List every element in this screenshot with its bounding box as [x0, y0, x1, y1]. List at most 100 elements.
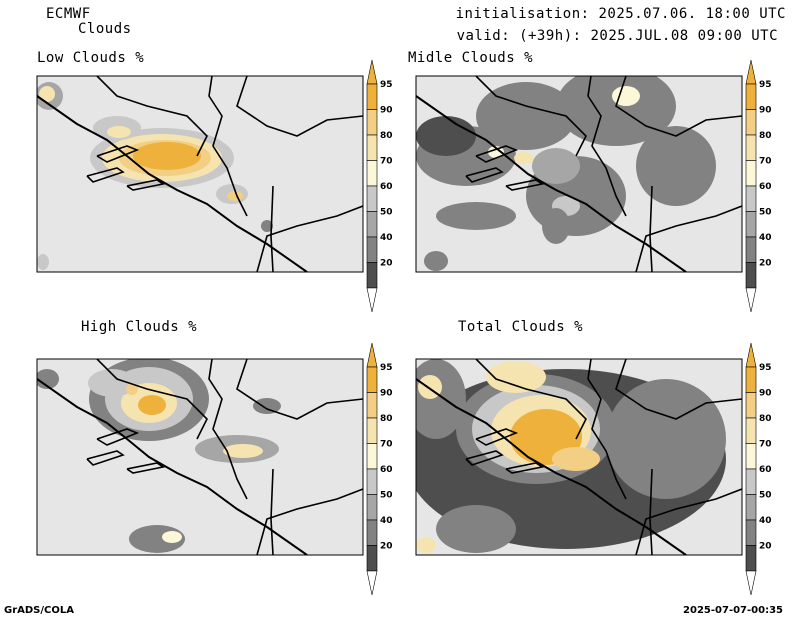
island-outline — [86, 167, 125, 183]
colorbar-label: 95 — [380, 363, 393, 373]
colorbar-segment — [366, 366, 378, 393]
colorbar-label: 70 — [380, 440, 393, 450]
colorbar-label: 60 — [380, 182, 393, 192]
colorbar-segment — [745, 417, 757, 444]
colorbar-bottom-arrow — [745, 287, 757, 313]
colorbar-label: 70 — [759, 157, 772, 167]
cloud-area — [133, 142, 201, 170]
country-border — [615, 76, 742, 137]
map-panel-low — [36, 75, 364, 273]
cloud-area — [37, 254, 49, 270]
colorbar-label: 20 — [759, 542, 772, 552]
colorbar-segment — [366, 211, 378, 238]
colorbar-segment — [366, 109, 378, 136]
island-outline — [96, 145, 140, 163]
colorbar-segment — [745, 366, 757, 393]
panel-title-total: Total Clouds % — [458, 319, 584, 335]
colorbar-top-arrow — [366, 342, 378, 368]
colorbar-label: 80 — [380, 131, 393, 141]
cloud-area — [88, 369, 136, 397]
colorbar-label: 60 — [380, 465, 393, 475]
country-border — [635, 205, 742, 272]
colorbar-segment — [745, 494, 757, 521]
colorbar-segment — [366, 236, 378, 263]
cloud-area — [436, 505, 516, 553]
coastline — [37, 378, 308, 555]
colorbar-label: 20 — [380, 542, 393, 552]
colorbar-segment — [745, 160, 757, 187]
panel-title-low: Low Clouds % — [37, 50, 145, 66]
colorbar-label: 70 — [759, 440, 772, 450]
country-border — [208, 76, 248, 217]
cloud-area — [253, 398, 281, 414]
country-border — [270, 185, 274, 272]
cloud-area — [416, 537, 436, 553]
country-border — [475, 359, 587, 440]
cloud-area — [606, 379, 726, 499]
colorbar-segment — [745, 519, 757, 546]
colorbar-label: 90 — [380, 389, 393, 399]
colorbar-label: 50 — [380, 208, 393, 218]
colorbar-label: 40 — [380, 233, 393, 243]
cloud-area — [488, 146, 504, 158]
field-name: Clouds — [78, 21, 132, 37]
colorbar-bottom-arrow — [745, 570, 757, 596]
panel-title-high: High Clouds % — [81, 319, 198, 335]
colorbar-segment — [745, 109, 757, 136]
country-border — [649, 468, 653, 555]
colorbar-segment — [366, 185, 378, 212]
cloud-area — [107, 126, 131, 138]
cloud-area — [552, 447, 600, 471]
colorbar-top-arrow — [745, 342, 757, 368]
colorbar-label: 50 — [380, 491, 393, 501]
island-outline — [505, 179, 545, 191]
colorbar-label: 50 — [759, 208, 772, 218]
colorbar-total: 95 90 80 70 60 50 40 20 — [745, 342, 772, 596]
island-outline — [475, 428, 519, 446]
colorbar-label: 20 — [759, 259, 772, 269]
cloud-area — [436, 202, 516, 230]
country-border — [649, 185, 653, 272]
colorbar-segment — [745, 236, 757, 263]
colorbar-label: 80 — [380, 414, 393, 424]
footer-software: GrADS/COLA — [4, 605, 74, 616]
colorbar-label: 80 — [759, 414, 772, 424]
colorbar-segment — [745, 443, 757, 470]
model-name: ECMWF — [46, 6, 91, 22]
footer-timestamp: 2025-07-07-00:35 — [683, 605, 783, 616]
cloud-area — [261, 220, 273, 232]
colorbar-segment — [745, 392, 757, 419]
map-frame — [415, 75, 743, 273]
country-border — [236, 359, 363, 420]
colorbar-segment — [366, 468, 378, 495]
country-border — [256, 488, 363, 555]
country-border — [96, 76, 208, 157]
map-panel-total — [415, 358, 743, 556]
map-frame — [36, 358, 364, 556]
cloud-area — [514, 152, 534, 164]
cloud-area — [476, 82, 576, 150]
cloud-area — [126, 383, 138, 395]
valid-time: valid: (+39h): 2025.JUL.08 09:00 UTC — [456, 28, 778, 44]
colorbar-segment — [366, 443, 378, 470]
cloud-area — [532, 148, 580, 184]
country-border — [587, 359, 627, 500]
colorbar-top-arrow — [745, 59, 757, 85]
cloud-area — [138, 395, 166, 415]
colorbar-label: 60 — [759, 182, 772, 192]
colorbar-segment — [366, 519, 378, 546]
country-border — [475, 76, 587, 157]
colorbar-segment — [366, 83, 378, 110]
cloud-area — [542, 208, 570, 244]
colorbar-label: 40 — [759, 233, 772, 243]
cloud-area — [424, 251, 448, 271]
initialisation-time: initialisation: 2025.07.06. 18:00 UTC — [455, 6, 786, 22]
colorbar-segment — [745, 545, 757, 572]
map-frame — [36, 75, 364, 273]
cloud-area — [636, 126, 716, 206]
colorbar-label: 90 — [759, 106, 772, 116]
coastline — [416, 378, 687, 555]
island-outline — [465, 450, 504, 466]
colorbar-label: 95 — [759, 363, 772, 373]
